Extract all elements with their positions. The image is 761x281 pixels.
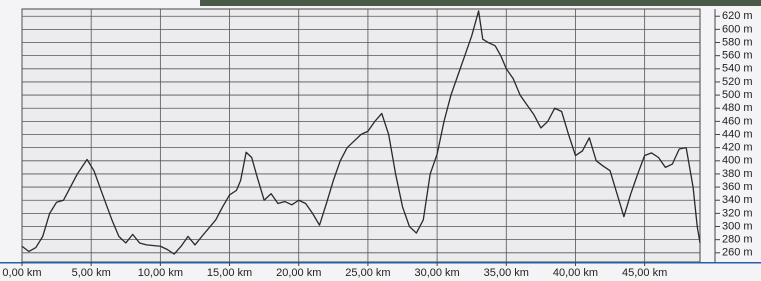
x-tick-label: 30,00 km <box>414 267 459 279</box>
plot-area <box>22 9 700 262</box>
y-tick-label: 480 m <box>722 102 753 114</box>
y-tick-label: 380 m <box>722 168 753 180</box>
y-tick-label: 280 m <box>722 234 753 246</box>
page: {"chart_data": {"type": "line", "x": [0,… <box>0 0 761 281</box>
y-tick-label: 420 m <box>722 142 753 154</box>
y-tick-label: 360 m <box>722 181 753 193</box>
x-tick-label: 20,00 km <box>276 267 321 279</box>
y-tick-label: 340 m <box>722 194 753 206</box>
y-tick-label: 320 m <box>722 207 753 219</box>
photo-strip <box>200 0 761 6</box>
x-tick-label: 25,00 km <box>345 267 390 279</box>
x-tick-label: 40,00 km <box>553 267 598 279</box>
x-tick-label: 5,00 km <box>72 267 111 279</box>
y-tick-label: 620 m <box>722 10 753 22</box>
y-tick-label: 580 m <box>722 36 753 48</box>
y-tick-label: 440 m <box>722 128 753 140</box>
y-tick-label: 560 m <box>722 50 753 62</box>
y-tick-label: 460 m <box>722 115 753 127</box>
y-tick-label: 500 m <box>722 89 753 101</box>
x-tick-label: 45,00 km <box>622 267 667 279</box>
y-tick-label: 400 m <box>722 155 753 167</box>
y-tick-label: 260 m <box>722 247 753 259</box>
chart: 260 m280 m 300 m320 m340 m360 m380 m400 m… <box>0 0 761 281</box>
x-tick-label: 10,00 km <box>138 267 183 279</box>
bottom-rule <box>0 262 761 264</box>
x-tick-label: 35,00 km <box>484 267 529 279</box>
y-tick-label: 520 m <box>722 76 753 88</box>
y-tick-label: 540 m <box>722 63 753 75</box>
y-tick-label: 300 m <box>722 220 753 232</box>
x-tick-label: 0,00 km <box>2 267 41 279</box>
y-tick-label: 600 m <box>722 23 753 35</box>
x-tick-label: 15,00 km <box>207 267 252 279</box>
